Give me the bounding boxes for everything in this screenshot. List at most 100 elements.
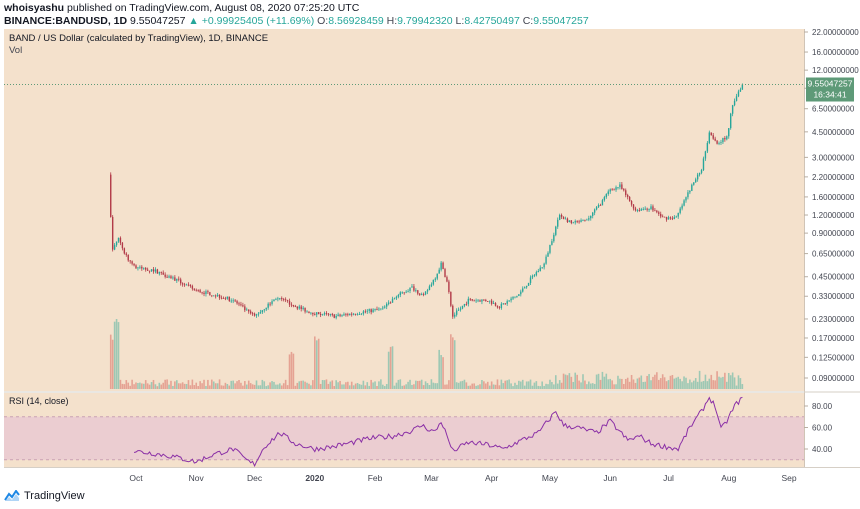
- candle-body: [368, 309, 370, 311]
- volume-bar: [296, 382, 299, 389]
- candle-body: [454, 314, 456, 317]
- volume-bar: [321, 380, 324, 389]
- candle-body: [578, 221, 580, 223]
- volume-bar: [230, 380, 233, 389]
- candle-body: [185, 284, 188, 286]
- volume-bar: [496, 379, 499, 389]
- candle-body: [366, 310, 368, 312]
- volume-bars: [109, 319, 744, 389]
- volume-bar: [139, 382, 141, 389]
- price-tick-label: 1.60000000: [812, 193, 855, 202]
- time-tick-label: May: [542, 473, 559, 483]
- high-label: H:: [386, 15, 398, 27]
- volume-bar: [624, 378, 627, 389]
- volume-bar: [284, 379, 287, 389]
- volume-bar: [376, 386, 378, 389]
- candle-body: [413, 286, 415, 291]
- volume-bar: [253, 384, 256, 389]
- candle-body: [226, 296, 229, 299]
- volume-bar: [586, 384, 588, 389]
- candle-body: [489, 300, 491, 302]
- candle-body: [716, 140, 718, 144]
- volume-bar: [481, 379, 483, 389]
- volume-bar: [393, 385, 396, 389]
- candle-body: [162, 272, 164, 275]
- candle-body: [296, 306, 299, 309]
- volume-bar: [461, 380, 464, 389]
- volume-bar: [399, 379, 402, 389]
- candle-body: [481, 299, 483, 302]
- candle-body: [213, 295, 215, 297]
- candle-body: [588, 218, 590, 220]
- candle-body: [195, 289, 197, 291]
- volume-bar: [450, 334, 452, 389]
- candle-body: [487, 301, 489, 302]
- tradingview-logo-icon: [4, 490, 20, 501]
- volume-bar: [729, 375, 732, 389]
- candle-body: [387, 302, 390, 304]
- volume-bar: [547, 384, 549, 389]
- candle-body: [397, 294, 400, 297]
- volume-bar: [179, 383, 182, 389]
- candle-body: [222, 298, 225, 299]
- volume-bar: [226, 383, 229, 389]
- author-name[interactable]: whoisyashu: [4, 2, 65, 14]
- candle-body: [360, 313, 363, 315]
- volume-bar: [216, 383, 219, 389]
- volume-bar: [671, 374, 674, 389]
- price-axis[interactable]: [804, 29, 860, 467]
- volume-bar: [510, 383, 512, 389]
- candle-body: [739, 89, 742, 92]
- candle-body: [121, 242, 124, 249]
- volume-bar: [170, 380, 172, 389]
- volume-bar: [245, 384, 248, 389]
- volume-bar: [727, 372, 730, 389]
- volume-bar: [580, 382, 582, 389]
- price-tick-label: 0.45000000: [812, 273, 855, 282]
- volume-bar: [397, 379, 400, 389]
- volume-bar: [275, 384, 277, 389]
- tradingview-logo[interactable]: TradingView: [4, 490, 85, 502]
- candle-body: [512, 297, 514, 299]
- candle-body: [508, 300, 510, 302]
- candle-body: [733, 100, 736, 106]
- time-tick-label: Dec: [247, 473, 263, 483]
- candle-body: [479, 300, 481, 302]
- volume-bar: [224, 382, 227, 389]
- candle-body: [685, 197, 687, 201]
- candle-body: [555, 226, 557, 235]
- volume-bar: [652, 376, 654, 389]
- symbol-name[interactable]: BINANCE:BANDUSD, 1D: [4, 15, 128, 27]
- time-tick-label: Sep: [781, 473, 796, 483]
- candle-body: [292, 304, 295, 307]
- volume-bar: [566, 375, 569, 389]
- volume-bar: [623, 383, 625, 389]
- candle-body: [558, 215, 561, 220]
- candle-body: [663, 216, 666, 218]
- candle-body: [625, 190, 627, 196]
- candle-body: [463, 303, 466, 306]
- candle-body: [378, 308, 380, 310]
- volume-bar: [247, 380, 250, 389]
- volume-bar: [362, 380, 365, 389]
- volume-bar: [514, 382, 516, 389]
- candle-body: [718, 143, 720, 144]
- volume-bar: [492, 384, 495, 389]
- volume-bar: [451, 337, 454, 389]
- candle-body: [615, 187, 617, 190]
- candle-body: [492, 303, 495, 304]
- candle-body: [656, 210, 658, 213]
- candle-body: [146, 269, 149, 271]
- volume-bar: [521, 379, 524, 389]
- volume-bar: [306, 382, 308, 389]
- volume-bar: [453, 340, 456, 389]
- volume-bar: [619, 378, 621, 389]
- candle-body: [174, 277, 176, 281]
- volume-bar: [113, 321, 116, 389]
- candle-body: [156, 269, 159, 274]
- candle-body: [698, 172, 701, 175]
- candle-body: [216, 294, 219, 296]
- volume-label: Vol: [9, 45, 22, 56]
- candle-body: [570, 220, 573, 223]
